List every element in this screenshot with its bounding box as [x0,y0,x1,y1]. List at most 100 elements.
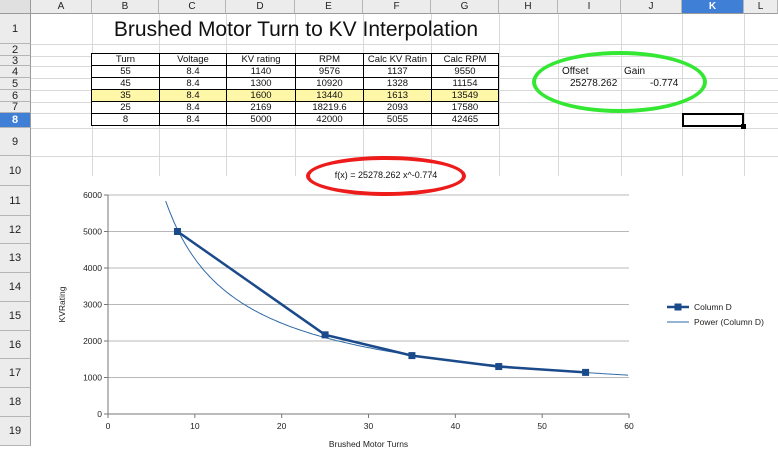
select-all-corner[interactable] [0,0,31,14]
column-header-b[interactable]: B [92,0,159,14]
table-cell[interactable]: 5000 [226,113,296,126]
table-cell[interactable]: 8.4 [159,89,227,102]
selected-cell-k8[interactable] [682,113,746,129]
row-header-2[interactable]: 2 [0,44,31,56]
column-header-e[interactable]: E [295,0,363,14]
x-tick-label: 0 [106,421,111,431]
table-cell[interactable]: 2093 [363,101,432,114]
table-header-row: Turn Voltage KV rating RPM Calc KV Ratin… [91,53,499,66]
chart[interactable]: 0 1000 2000 3000 4000 5000 6000 0 10 20 30 40 50 60 Br… [31,176,778,462]
row-header-6[interactable]: 6 [0,90,31,102]
x-axis-label: Brushed Motor Turns [329,439,408,449]
table-cell[interactable]: 10920 [295,77,364,90]
x-tick-label: 40 [451,421,461,431]
table-header-cell[interactable]: Voltage [159,53,227,66]
table-cell[interactable]: 25 [91,101,160,114]
data-point-marker [582,368,590,376]
table-cell[interactable]: 9550 [431,65,499,78]
row-header-19[interactable]: 19 [0,417,31,446]
table-cell[interactable]: 45 [91,77,160,90]
table-cell[interactable]: 42465 [431,113,499,126]
table-cell[interactable]: 1328 [363,77,432,90]
row-header-18[interactable]: 18 [0,388,31,417]
row-header-5[interactable]: 5 [0,78,31,90]
row-header-8[interactable]: 8 [0,113,31,128]
table-row: 25 8.4 2169 18219.6 2093 17580 [91,101,499,114]
table-cell[interactable]: 2169 [226,101,296,114]
data-point-marker [321,331,329,339]
x-tick-label: 30 [364,421,374,431]
table-header-cell[interactable]: KV rating [226,53,296,66]
table-row-highlighted: 35 8.4 1600 13440 1613 13549 [91,89,499,102]
column-header-h[interactable]: H [499,0,558,14]
row-header-17[interactable]: 17 [0,359,31,388]
legend-marker-column-d [674,303,682,311]
chart-background [31,176,778,462]
fill-handle[interactable] [741,124,746,129]
column-header-l[interactable]: L [744,0,778,14]
data-point-marker [173,228,181,235]
table-cell[interactable]: 8.4 [159,113,227,126]
table-cell[interactable]: 9576 [295,65,364,78]
table-cell[interactable]: 17580 [431,101,499,114]
row-header-9[interactable]: 9 [0,128,31,156]
row-header-14[interactable]: 14 [0,273,31,302]
table-cell[interactable]: 8 [91,113,160,126]
table-cell[interactable]: 55 [91,65,160,78]
column-header-d[interactable]: D [226,0,295,14]
legend-label-power: Power (Column D) [694,317,764,327]
table-cell[interactable]: 8.4 [159,101,227,114]
y-tick-label: 5000 [83,227,102,237]
table-cell[interactable]: 1137 [363,65,432,78]
row-header-16[interactable]: 16 [0,331,31,359]
table-cell[interactable]: 13549 [431,89,499,102]
table-cell[interactable]: 35 [91,89,160,102]
row-header-11[interactable]: 11 [0,186,31,216]
table-row: 8 8.4 5000 42000 5055 42465 [91,113,499,126]
x-tick-label: 20 [277,421,287,431]
table-cell[interactable]: 1140 [226,65,296,78]
y-tick-label: 3000 [83,300,102,310]
x-tick-label: 50 [537,421,547,431]
column-header-k[interactable]: K [682,0,744,14]
data-point-marker [408,352,416,360]
table-row: 55 8.4 1140 9576 1137 9550 [91,65,499,78]
table-cell[interactable]: 42000 [295,113,364,126]
column-header-g[interactable]: G [431,0,499,14]
table-header-cell[interactable]: Calc KV Ratin [363,53,432,66]
row-header-1[interactable]: 1 [0,14,31,44]
table-cell[interactable]: 18219.6 [295,101,364,114]
table-cell[interactable]: 1300 [226,77,296,90]
table-cell[interactable]: 13440 [295,89,364,102]
column-header-i[interactable]: I [558,0,621,14]
row-header-10[interactable]: 10 [0,156,31,186]
row-header-3[interactable]: 3 [0,55,31,67]
page-title[interactable]: Brushed Motor Turn to KV Interpolation [113,18,479,41]
grid-line [31,128,778,129]
table-header-cell[interactable]: Calc RPM [431,53,499,66]
y-tick-label: 1000 [83,373,102,383]
green-highlight-ellipse [532,51,707,113]
row-header-13[interactable]: 13 [0,244,31,273]
y-tick-label: 4000 [83,263,102,273]
table-header-cell[interactable]: Turn [91,53,160,66]
row-header-12[interactable]: 12 [0,216,31,244]
column-header-c[interactable]: C [159,0,226,14]
legend-label-column-d: Column D [694,302,732,312]
table-cell[interactable]: 8.4 [159,77,227,90]
row-header-15[interactable]: 15 [0,302,31,331]
table-cell[interactable]: 8.4 [159,65,227,78]
table-cell[interactable]: 1600 [226,89,296,102]
column-header-j[interactable]: J [621,0,682,14]
table-cell[interactable]: 1613 [363,89,432,102]
trendline-equation[interactable]: f(x) = 25278.262 x^-0.774 [334,170,438,180]
table-header-cell[interactable]: RPM [295,53,364,66]
table-cell[interactable]: 11154 [431,77,499,90]
row-header-7[interactable]: 7 [0,101,31,113]
grid-line [31,44,778,45]
column-header-f[interactable]: F [363,0,431,14]
row-header-4[interactable]: 4 [0,66,31,78]
column-header-a[interactable]: A [31,0,92,14]
table-cell[interactable]: 5055 [363,113,432,126]
